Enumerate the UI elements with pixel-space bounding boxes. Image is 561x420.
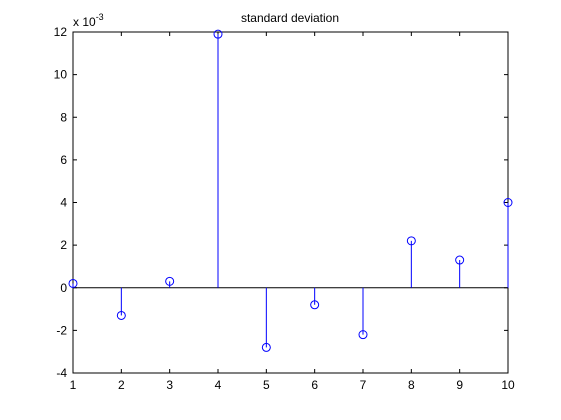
y-multiplier-label: x 10-3	[73, 12, 104, 29]
y-tick-label: 0	[60, 281, 67, 295]
y-tick-label: 2	[60, 238, 67, 252]
y-tick-label: 10	[54, 68, 68, 82]
stem-marker	[503, 198, 513, 207]
stem-marker	[165, 276, 175, 286]
x-tick-label: 7	[360, 378, 367, 392]
stem-marker	[261, 342, 271, 352]
x-tick-label: 6	[311, 378, 318, 392]
y-tick-label: 4	[60, 196, 67, 210]
x-tick-label: 10	[501, 378, 515, 392]
stem-marker	[213, 29, 223, 39]
chart-title: standard deviation	[241, 11, 339, 25]
stem-marker	[455, 255, 465, 265]
x-tick-label: 4	[215, 378, 222, 392]
y-tick-label: 6	[60, 153, 67, 167]
x-tick-label: 9	[456, 378, 463, 392]
y-multiplier-exponent: -3	[96, 12, 104, 22]
stem-marker	[310, 300, 320, 310]
stem-marker	[116, 310, 126, 320]
y-tick-label: 8	[60, 110, 67, 124]
x-tick-label: 8	[408, 378, 415, 392]
y-multiplier-prefix: x 10	[73, 15, 96, 29]
y-tick-label: -4	[56, 366, 67, 380]
x-tick-label: 1	[70, 378, 77, 392]
y-tick-label: 12	[54, 25, 68, 39]
axes-box	[72, 31, 509, 374]
stem-marker	[68, 278, 78, 288]
stem-marker	[406, 236, 416, 246]
x-tick-label: 5	[263, 378, 270, 392]
x-tick-label: 2	[118, 378, 125, 392]
x-tick-label: 3	[166, 378, 173, 392]
stem-marker	[358, 330, 368, 340]
y-tick-label: -2	[56, 323, 67, 337]
